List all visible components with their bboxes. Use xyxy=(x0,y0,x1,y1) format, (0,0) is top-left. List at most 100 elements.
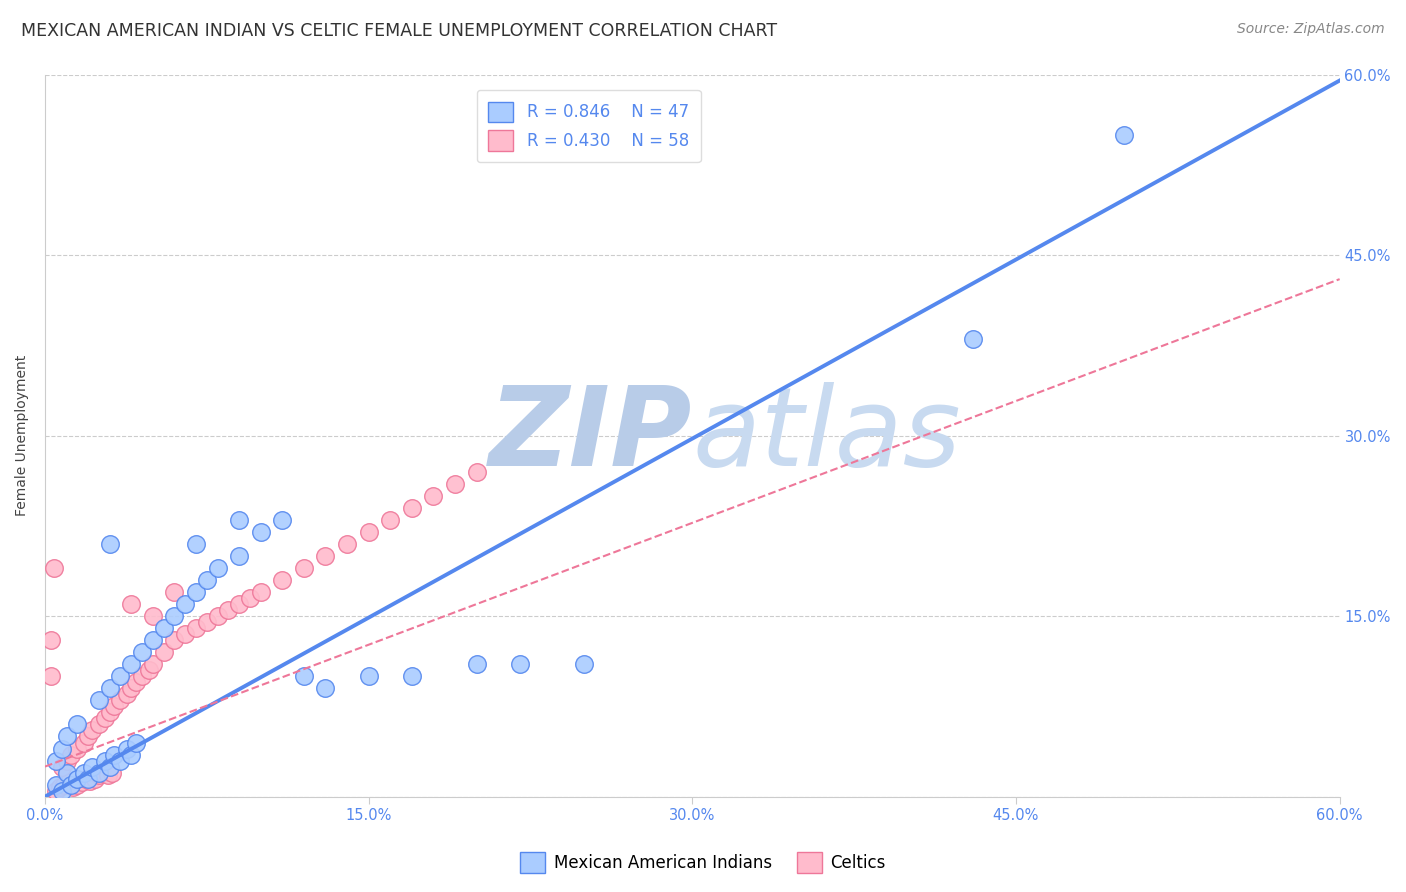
Point xyxy=(357,669,380,683)
Point xyxy=(41,669,63,683)
Point xyxy=(120,681,142,696)
Point xyxy=(163,633,186,648)
Point xyxy=(91,765,114,780)
Point xyxy=(45,754,67,768)
Point xyxy=(207,609,229,624)
Point xyxy=(228,549,250,563)
Point xyxy=(184,585,207,599)
Point xyxy=(228,513,250,527)
Point xyxy=(53,778,76,792)
Point xyxy=(239,591,262,605)
Text: atlas: atlas xyxy=(692,382,960,489)
Point xyxy=(152,645,174,659)
Point xyxy=(465,657,488,672)
Text: ZIP: ZIP xyxy=(489,382,692,489)
Point xyxy=(66,717,89,731)
Legend: Mexican American Indians, Celtics: Mexican American Indians, Celtics xyxy=(513,846,893,880)
Point xyxy=(98,759,121,773)
Point xyxy=(163,585,186,599)
Point xyxy=(87,717,110,731)
Point xyxy=(401,500,423,515)
Point xyxy=(120,657,142,672)
Point xyxy=(962,332,984,346)
Point xyxy=(51,759,73,773)
Point xyxy=(131,669,153,683)
Point xyxy=(163,609,186,624)
Point xyxy=(120,597,142,611)
Point xyxy=(87,693,110,707)
Point xyxy=(51,783,73,797)
Point xyxy=(357,524,380,539)
Point xyxy=(87,768,110,782)
Point xyxy=(49,780,72,794)
Point xyxy=(174,627,197,641)
Point xyxy=(184,537,207,551)
Point xyxy=(94,754,117,768)
Point xyxy=(45,778,67,792)
Point xyxy=(94,711,117,725)
Point xyxy=(62,780,84,794)
Point xyxy=(110,669,132,683)
Point xyxy=(249,524,271,539)
Point xyxy=(314,681,336,696)
Point xyxy=(142,633,165,648)
Point xyxy=(131,645,153,659)
Point xyxy=(115,687,138,701)
Point xyxy=(82,723,104,738)
Point xyxy=(82,759,104,773)
Point xyxy=(70,775,93,789)
Point xyxy=(142,657,165,672)
Point xyxy=(98,681,121,696)
Point xyxy=(465,465,488,479)
Point xyxy=(41,633,63,648)
Point xyxy=(83,772,105,786)
Point xyxy=(73,735,96,749)
Point xyxy=(73,765,96,780)
Point xyxy=(422,489,444,503)
Text: MEXICAN AMERICAN INDIAN VS CELTIC FEMALE UNEMPLOYMENT CORRELATION CHART: MEXICAN AMERICAN INDIAN VS CELTIC FEMALE… xyxy=(21,22,778,40)
Point xyxy=(55,765,77,780)
Point xyxy=(195,615,218,629)
Point xyxy=(79,774,101,789)
Point xyxy=(314,549,336,563)
Point xyxy=(124,735,146,749)
Point xyxy=(207,561,229,575)
Y-axis label: Female Unemployment: Female Unemployment xyxy=(15,355,30,516)
Point xyxy=(174,597,197,611)
Point xyxy=(142,609,165,624)
Point xyxy=(110,754,132,768)
Point xyxy=(59,747,82,762)
Point xyxy=(96,768,118,782)
Point xyxy=(292,669,315,683)
Point xyxy=(103,699,125,714)
Point xyxy=(195,573,218,587)
Point xyxy=(217,603,239,617)
Point xyxy=(66,778,89,792)
Point xyxy=(66,741,89,756)
Point xyxy=(51,741,73,756)
Point xyxy=(124,675,146,690)
Point xyxy=(55,754,77,768)
Point xyxy=(401,669,423,683)
Point xyxy=(58,775,80,789)
Point xyxy=(1112,128,1135,142)
Legend: R = 0.846    N = 47, R = 0.430    N = 58: R = 0.846 N = 47, R = 0.430 N = 58 xyxy=(477,90,700,162)
Point xyxy=(152,621,174,635)
Point xyxy=(75,772,97,786)
Point xyxy=(77,730,100,744)
Point xyxy=(87,765,110,780)
Point xyxy=(98,537,121,551)
Point xyxy=(574,657,596,672)
Point xyxy=(271,573,294,587)
Point xyxy=(120,747,142,762)
Point xyxy=(444,476,467,491)
Point xyxy=(101,765,124,780)
Point xyxy=(336,537,359,551)
Point xyxy=(98,706,121,720)
Point xyxy=(184,621,207,635)
Point xyxy=(66,772,89,786)
Point xyxy=(138,663,160,677)
Point xyxy=(55,730,77,744)
Point xyxy=(115,741,138,756)
Point xyxy=(110,693,132,707)
